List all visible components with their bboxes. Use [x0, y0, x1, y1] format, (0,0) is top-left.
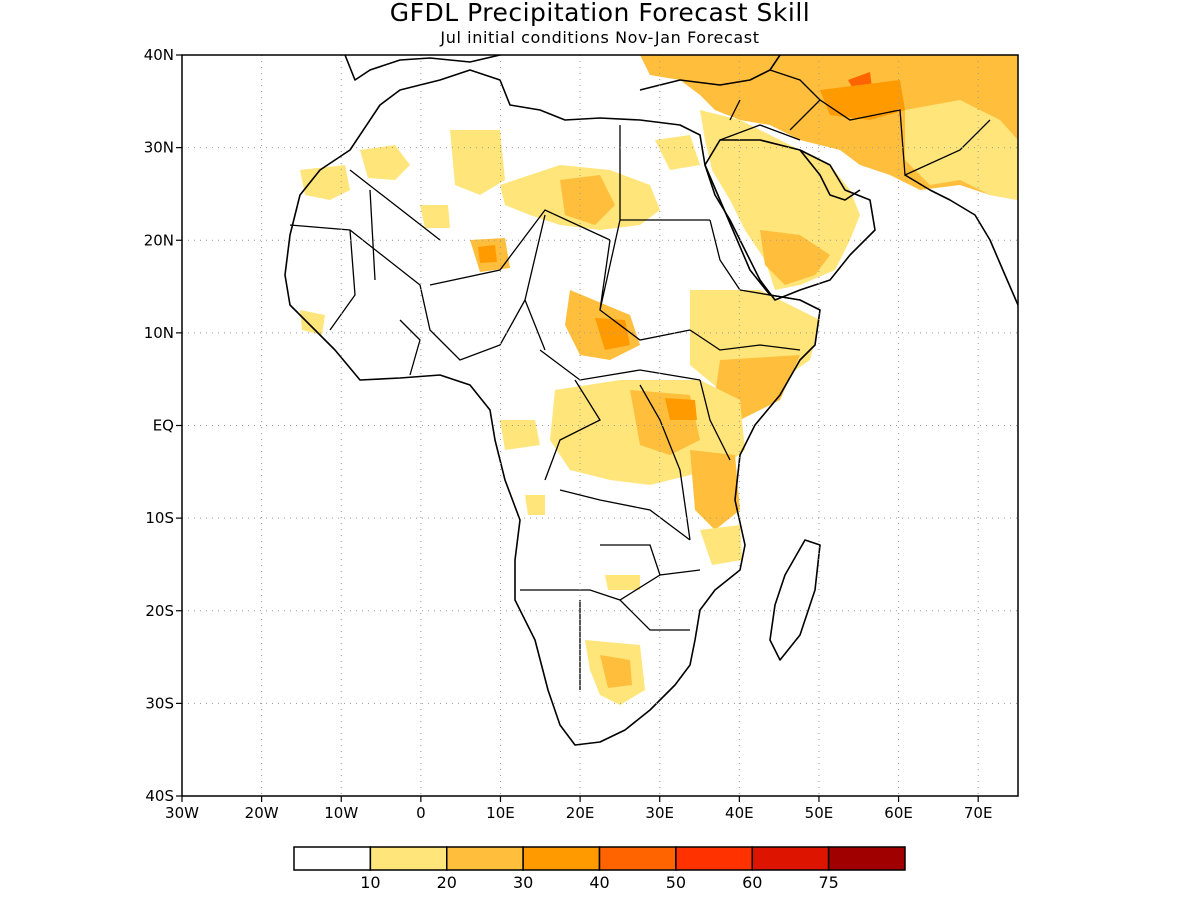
skill-region-gabon — [500, 420, 540, 450]
lon-label: 10E — [486, 804, 515, 822]
india-coastline — [904, 174, 1018, 306]
latitude-labels: 40N 30N 20N 10N EQ 10S 20S 30S 40S — [144, 46, 174, 805]
colorbar-swatch — [827, 846, 906, 871]
skill-region-arabia-orange — [760, 230, 830, 285]
skill-region-arabia — [700, 110, 860, 290]
skill-shading — [300, 55, 1018, 705]
skill-region-angola — [525, 495, 545, 515]
colorbar-label: 30 — [513, 873, 533, 892]
lon-label: 0 — [416, 804, 426, 822]
turkey-coastline — [639, 55, 781, 91]
colorbar-swatch — [598, 846, 677, 871]
lat-label: 20N — [144, 231, 174, 249]
longitude-labels: 30W 20W 10W 0 10E 20E 30E 40E 50E 60E 70E — [165, 804, 992, 822]
lon-label: 10W — [324, 804, 358, 822]
skill-region-uganda — [665, 398, 697, 420]
skill-region-india — [905, 100, 1018, 200]
lat-label: 30N — [144, 139, 174, 157]
colorbar-label: 10 — [360, 873, 380, 892]
lon-label: 20E — [566, 804, 595, 822]
colorbar: 10 20 30 40 50 60 75 — [293, 846, 906, 892]
lon-label: 50E — [805, 804, 834, 822]
lat-label: 10N — [144, 324, 174, 342]
madagascar-coastline — [769, 539, 821, 661]
graticule — [182, 55, 1018, 796]
colorbar-label: 60 — [742, 873, 762, 892]
border-west — [289, 224, 526, 376]
skill-region-zambia — [605, 575, 640, 590]
lon-label: 60E — [884, 804, 913, 822]
lat-label: 10S — [145, 509, 174, 527]
map-subtitle: Jul initial conditions Nov-Jan Forecast — [440, 28, 760, 47]
lat-label: 40S — [145, 787, 174, 805]
border-south — [520, 544, 701, 690]
colorbar-swatch — [293, 846, 372, 871]
colorbar-swatch — [522, 846, 601, 871]
colorbar-label: 20 — [437, 873, 457, 892]
skill-region-southafrica-core — [600, 655, 632, 688]
skill-region-westafrica-coast — [300, 310, 325, 335]
colorbar-label: 75 — [818, 873, 838, 892]
skill-region-mali — [420, 205, 450, 228]
lat-label: EQ — [153, 417, 174, 435]
country-borders — [289, 69, 991, 690]
skill-region-niger-core — [478, 245, 497, 263]
lon-label: 40E — [725, 804, 754, 822]
lat-label: 40N — [144, 46, 174, 64]
border-east — [689, 219, 801, 351]
skill-region-sahara-nw — [300, 165, 350, 200]
lon-label: 30W — [165, 804, 199, 822]
colorbar-swatch — [369, 846, 448, 871]
colorbar-swatch — [446, 846, 524, 871]
border-central — [539, 349, 731, 541]
lon-label: 70E — [964, 804, 993, 822]
skill-region-chad-core — [560, 175, 615, 225]
skill-region-sahara-west — [360, 145, 410, 180]
africa-coastline — [284, 69, 821, 746]
skill-region-libya — [450, 130, 505, 195]
colorbar-label: 50 — [666, 873, 686, 892]
skill-region-egypt — [655, 135, 700, 170]
lat-label: 20S — [145, 602, 174, 620]
skill-region-mozambique — [700, 525, 742, 565]
axis-ticks — [176, 54, 979, 802]
persian-gulf-coastline — [799, 149, 861, 201]
europe-coastline — [344, 55, 501, 81]
colorbar-label: 40 — [589, 873, 609, 892]
colorbar-swatch — [751, 846, 830, 871]
lat-label: 30S — [145, 694, 174, 712]
lon-label: 20W — [245, 804, 279, 822]
lon-label: 30E — [645, 804, 674, 822]
skill-region-tanzania — [690, 450, 740, 530]
border-mideast — [719, 69, 991, 176]
skill-region-iran-orange — [820, 80, 905, 120]
map-title: GFDL Precipitation Forecast Skill — [389, 0, 811, 27]
colorbar-swatch — [675, 846, 753, 871]
